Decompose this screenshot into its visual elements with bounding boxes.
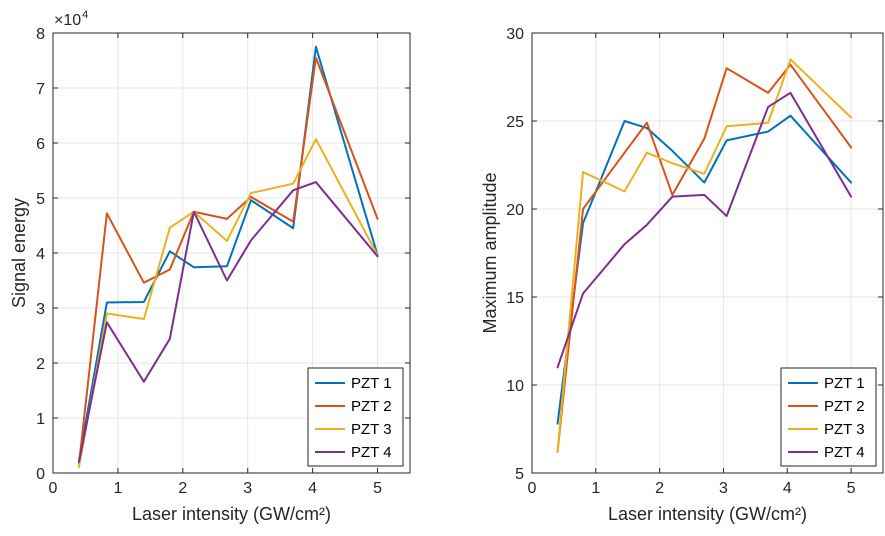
legend-entry: PZT 1: [824, 375, 865, 392]
x-axis-label: Laser intensity (GW/cm²): [608, 504, 807, 524]
legend-entry: PZT 3: [824, 421, 865, 438]
y-tick-label: 30: [506, 26, 524, 43]
x-tick-label: 5: [373, 480, 382, 497]
axes-box: [531, 32, 884, 474]
legend-entry: PZT 3: [351, 421, 392, 438]
legend-box: [307, 367, 404, 467]
y-tick-label: 5: [36, 191, 45, 208]
x-tick-label: 5: [847, 480, 856, 497]
x-tick-label: 3: [719, 480, 728, 497]
series-line-pzt-2: [77, 56, 379, 466]
y-tick-label: 4: [36, 246, 45, 263]
x-tick-label: 2: [655, 480, 664, 497]
legend-entry: PZT 1: [351, 375, 392, 392]
y-tick-label: 0: [36, 466, 45, 483]
x-tick-label: 2: [178, 480, 187, 497]
y-exponent-power: 4: [82, 9, 88, 21]
chart-panel-1: 0 1 2 3 4 5 0 1 2 3 4 5 6 7 8 ×104 Laser intensity (GW/c…: [9, 9, 411, 524]
x-tick-label: 3: [243, 480, 252, 497]
series-line-pzt-4: [556, 91, 853, 369]
x-tick-label: 4: [783, 480, 792, 497]
legend-entry: PZT 4: [824, 444, 865, 461]
y-tick-label: 3: [36, 301, 45, 318]
series-line-pzt-3: [77, 138, 379, 468]
series-line-pzt-4: [77, 181, 379, 463]
x-tick-label: 0: [528, 480, 537, 497]
legend-entry: PZT 2: [824, 398, 865, 415]
legend-box: [780, 367, 877, 467]
x-tick-label: 0: [49, 480, 58, 497]
y-tick-label: 2: [36, 356, 45, 373]
x-axis-label: Laser intensity (GW/cm²): [132, 504, 331, 524]
y-tick-label: 7: [36, 81, 45, 98]
x-tick-label: 1: [591, 480, 600, 497]
legend: PZT 1 PZT 2 PZT 3 PZT 4: [780, 367, 877, 467]
y-tick-label: 10: [506, 378, 524, 395]
legend-entry: PZT 4: [351, 444, 392, 461]
y-tick-label: 15: [506, 290, 524, 307]
legend-entry: PZT 2: [351, 398, 392, 415]
series-line-pzt-3: [556, 58, 853, 453]
y-tick-label: 8: [36, 26, 45, 43]
y-tick-label: 20: [506, 202, 524, 219]
x-tick-label: 1: [113, 480, 122, 497]
y-tick-label: 1: [36, 411, 45, 428]
chart-panel-2: 0 1 2 3 4 5 5 10 15 20 25 30 Laser intensity (GW/cm²…: [480, 26, 884, 524]
y-axis-label: Maximum amplitude: [480, 172, 500, 333]
x-tick-label: 4: [308, 480, 317, 497]
y-exponent-label: ×104: [54, 9, 88, 29]
y-tick-label: 25: [506, 114, 524, 131]
legend: PZT 1 PZT 2 PZT 3 PZT 4: [307, 367, 404, 467]
y-axis-label: Signal energy: [9, 198, 29, 308]
y-tick-label: 5: [515, 466, 524, 483]
y-tick-label: 6: [36, 136, 45, 153]
